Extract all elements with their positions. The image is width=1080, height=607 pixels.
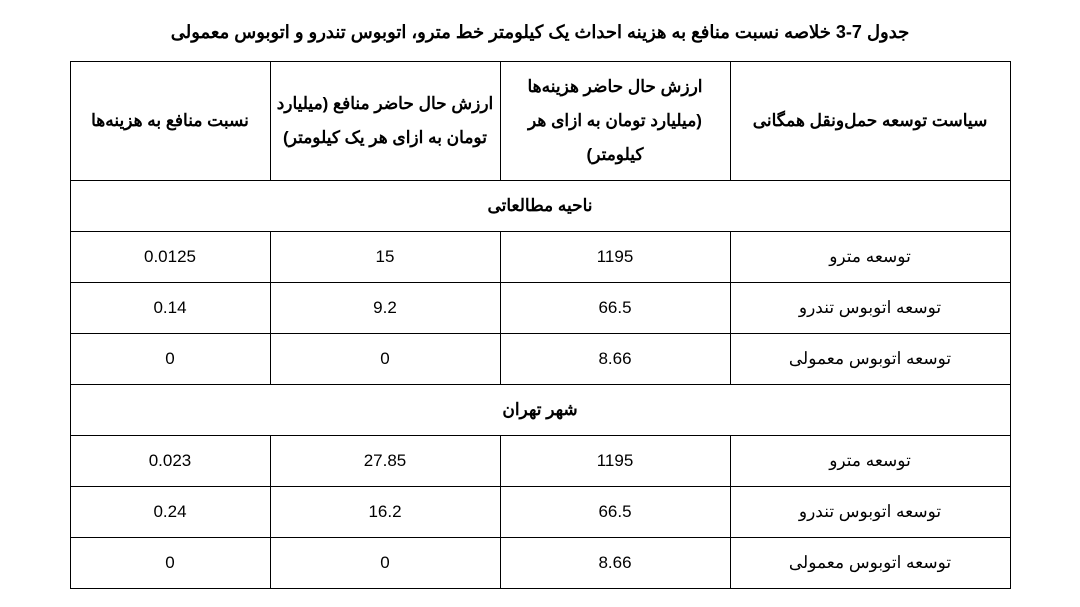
cell-benefit: 9.2 <box>270 283 500 334</box>
cell-ratio: 0.14 <box>70 283 270 334</box>
table-row: توسعه اتوبوس تندرو 66.5 16.2 0.24 <box>70 487 1010 538</box>
section-study-area-label: ناحیه مطالعاتی <box>70 181 1010 232</box>
table-row: توسعه اتوبوس تندرو 66.5 9.2 0.14 <box>70 283 1010 334</box>
cell-benefit: 0 <box>270 538 500 589</box>
header-policy: سیاست توسعه حمل‌ونقل همگانی <box>730 62 1010 181</box>
header-ratio: نسبت منافع به هزینه‌ها <box>70 62 270 181</box>
section-study-area: ناحیه مطالعاتی <box>70 181 1010 232</box>
cell-cost: 8.66 <box>500 538 730 589</box>
table-caption: جدول 7-3 خلاصه نسبت منافع به هزینه احداث… <box>40 22 1040 43</box>
cell-ratio: 0 <box>70 538 270 589</box>
cell-ratio: 0.24 <box>70 487 270 538</box>
header-cost: ارزش حال حاضر هزینه‌ها (میلیارد تومان به… <box>500 62 730 181</box>
table-row: توسعه مترو 1195 15 0.0125 <box>70 232 1010 283</box>
cell-ratio: 0.0125 <box>70 232 270 283</box>
table-row: توسعه مترو 1195 27.85 0.023 <box>70 436 1010 487</box>
benefit-cost-table: سیاست توسعه حمل‌ونقل همگانی ارزش حال حاض… <box>70 61 1011 589</box>
cell-cost: 1195 <box>500 436 730 487</box>
cell-ratio: 0.023 <box>70 436 270 487</box>
cell-policy: توسعه اتوبوس تندرو <box>730 487 1010 538</box>
table-row: توسعه اتوبوس معمولی 8.66 0 0 <box>70 538 1010 589</box>
cell-cost: 1195 <box>500 232 730 283</box>
header-benefit: ارزش حال حاضر منافع (میلیارد تومان به از… <box>270 62 500 181</box>
section-tehran-label: شهر تهران <box>70 385 1010 436</box>
cell-benefit: 16.2 <box>270 487 500 538</box>
cell-benefit: 0 <box>270 334 500 385</box>
cell-cost: 66.5 <box>500 487 730 538</box>
cell-policy: توسعه مترو <box>730 232 1010 283</box>
cell-benefit: 15 <box>270 232 500 283</box>
cell-cost: 8.66 <box>500 334 730 385</box>
cell-ratio: 0 <box>70 334 270 385</box>
cell-policy: توسعه اتوبوس تندرو <box>730 283 1010 334</box>
cell-policy: توسعه اتوبوس معمولی <box>730 334 1010 385</box>
cell-cost: 66.5 <box>500 283 730 334</box>
cell-benefit: 27.85 <box>270 436 500 487</box>
cell-policy: توسعه مترو <box>730 436 1010 487</box>
table-header-row: سیاست توسعه حمل‌ونقل همگانی ارزش حال حاض… <box>70 62 1010 181</box>
section-tehran: شهر تهران <box>70 385 1010 436</box>
cell-policy: توسعه اتوبوس معمولی <box>730 538 1010 589</box>
table-row: توسعه اتوبوس معمولی 8.66 0 0 <box>70 334 1010 385</box>
